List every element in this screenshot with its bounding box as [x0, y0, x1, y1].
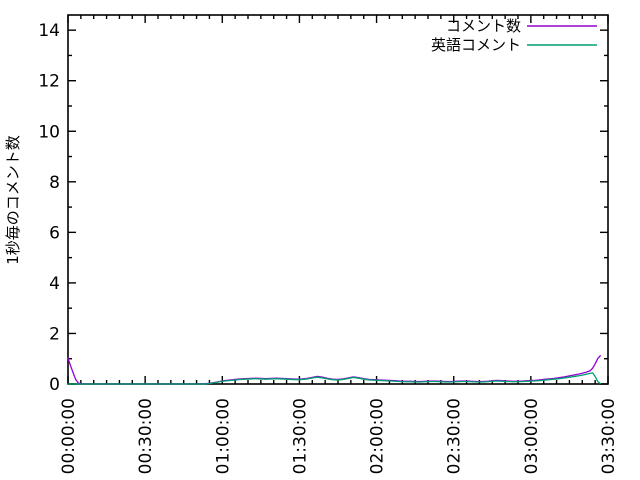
x-axis-tick-labels: 00:00:00 00:30:00 01:00:00 01:30:00 02:00:00…	[59, 398, 619, 474]
x-tick-label: 03:30:00	[599, 398, 619, 474]
x-tick-label: 00:30:00	[136, 398, 156, 474]
legend-label-2: 英語コメント	[431, 36, 521, 54]
x-tick-label: 02:30:00	[445, 398, 465, 474]
y-tick-label: 12	[38, 72, 60, 92]
x-tick-label: 00:00:00	[59, 398, 79, 474]
y-tick-label: 4	[49, 274, 60, 294]
x-tick-label: 01:00:00	[213, 398, 233, 474]
axis-tick-marks	[67, 15, 609, 385]
y-tick-label: 10	[38, 122, 60, 142]
y-tick-label: 8	[49, 173, 60, 193]
y-axis-tick-labels: 0 2 4 6 8 10 12 14	[38, 21, 60, 395]
y-tick-label: 2	[49, 324, 60, 344]
y-tick-label: 0	[49, 375, 60, 395]
data-series-group	[67, 355, 601, 385]
plot-frame-border	[67, 14, 609, 385]
y-axis-title: 1秒毎のコメント数	[4, 135, 22, 265]
x-tick-label: 01:30:00	[290, 398, 310, 474]
legend-label-1: コメント数	[446, 17, 521, 35]
x-tick-label: 03:00:00	[522, 398, 542, 474]
y-tick-label: 6	[49, 223, 60, 243]
x-tick-label: 02:00:00	[368, 398, 388, 474]
y-tick-label: 14	[38, 21, 60, 41]
series-line-2	[67, 372, 601, 385]
